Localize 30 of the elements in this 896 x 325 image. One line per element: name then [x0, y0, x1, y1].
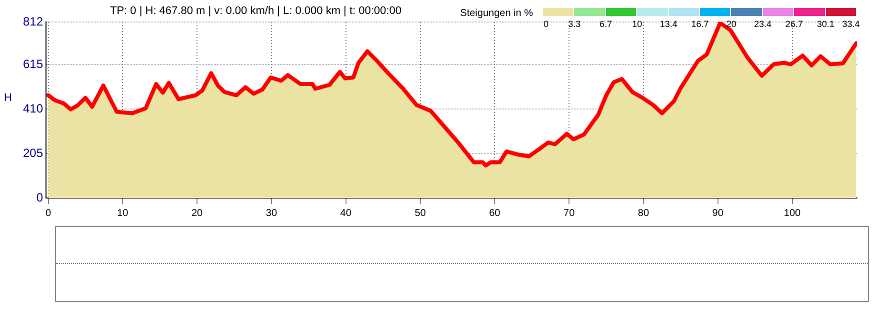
x-tick-label: 40	[340, 208, 352, 219]
x-tick-label: 50	[414, 208, 426, 219]
x-tick-label: 90	[712, 208, 724, 219]
x-tick-label: 10	[117, 208, 129, 219]
y-tick-label: 0	[36, 190, 44, 204]
annotation: 26.7	[785, 19, 803, 29]
y-tick-label: 615	[22, 57, 44, 72]
text: Steigungen in %	[460, 8, 533, 19]
y-tick-label: 410	[22, 101, 44, 116]
x-tick-label: 60	[489, 208, 501, 219]
annotation: 3.3	[568, 19, 581, 29]
annotation: 30.1	[816, 19, 834, 29]
annotation: 0	[543, 19, 549, 29]
x-tick-label: 0	[45, 208, 52, 219]
annotation: 6.7	[600, 19, 612, 29]
annotation: 23.4	[754, 19, 772, 29]
x-tick-label: 100	[784, 208, 802, 219]
y-axis-title: H	[4, 92, 12, 104]
annotation: 10	[632, 19, 642, 29]
x-tick-label: 70	[564, 208, 576, 219]
y-tick-label: 812	[22, 14, 44, 28]
annotation: 13.4	[660, 19, 678, 29]
annotation: 16.7	[691, 19, 709, 29]
y-tick-label: 205	[22, 146, 44, 160]
x-tick-label: 30	[266, 208, 278, 219]
x-tick-label: 20	[191, 208, 204, 219]
annotation: 20	[726, 19, 736, 29]
x-tick-label: 80	[638, 208, 650, 219]
chart-title: TP: 0 | H: 467.80 m | v: 0.00 km/h | L: 0.000 km | t: 00:00:00	[110, 5, 402, 17]
annotation: 33.4	[842, 19, 860, 29]
